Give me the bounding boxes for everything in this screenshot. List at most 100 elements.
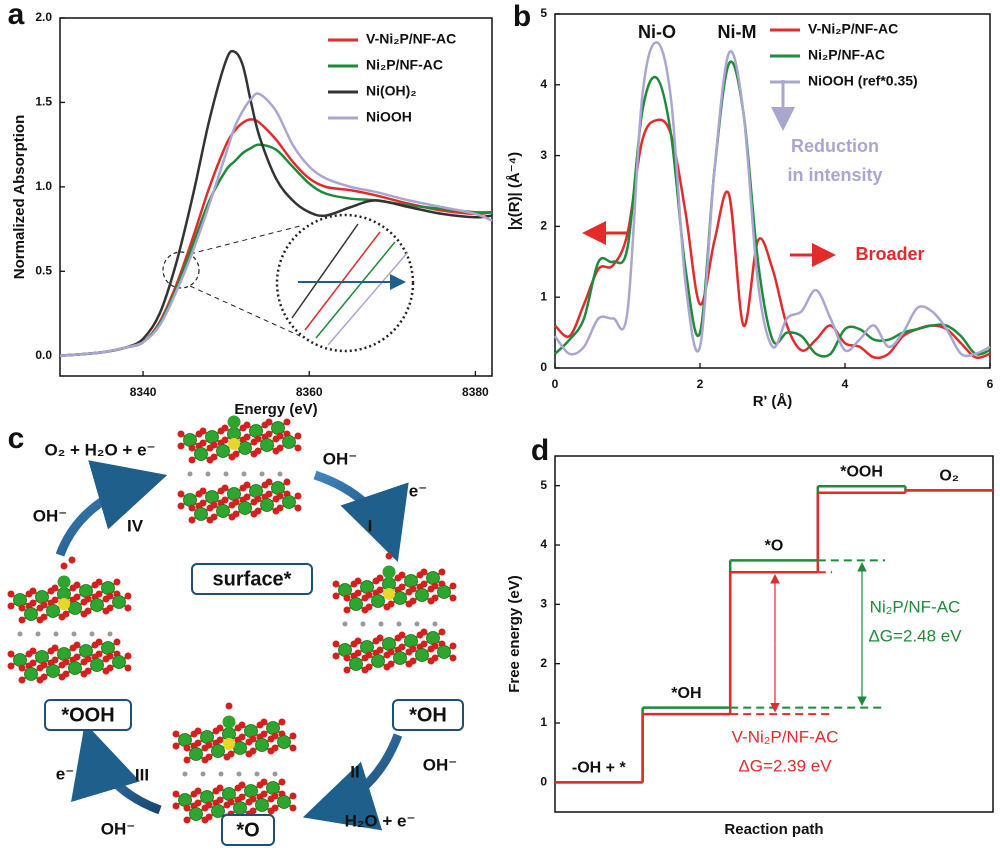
o-atom bbox=[289, 744, 297, 752]
o-atom bbox=[95, 650, 103, 658]
ni-atom bbox=[222, 787, 236, 801]
o-atom bbox=[216, 796, 224, 804]
ads-ni bbox=[382, 565, 396, 579]
h-atom bbox=[236, 771, 242, 777]
o-atom bbox=[431, 654, 439, 662]
o-atom bbox=[398, 571, 406, 579]
o-atom bbox=[249, 807, 257, 815]
ni-atom bbox=[189, 807, 203, 821]
o-atom bbox=[254, 507, 262, 515]
y-axis-label: Free energy (eV) bbox=[506, 575, 523, 693]
h-atom bbox=[259, 471, 265, 477]
h-atom bbox=[182, 771, 188, 777]
v-atom bbox=[228, 438, 240, 450]
panel-label: a bbox=[8, 0, 25, 31]
ni-atom bbox=[24, 607, 38, 621]
step-label: *OH bbox=[671, 685, 701, 702]
o-atom bbox=[183, 744, 191, 752]
o-atom bbox=[243, 421, 251, 429]
ni-atom bbox=[112, 655, 126, 669]
o-atom bbox=[420, 640, 428, 648]
ni-atom bbox=[46, 604, 60, 618]
ni-atom bbox=[404, 574, 418, 588]
y-tick-label: 0 bbox=[540, 775, 547, 789]
o-atom bbox=[29, 599, 37, 607]
ni-atom bbox=[244, 724, 258, 738]
o-atom bbox=[294, 504, 302, 512]
o-atom bbox=[216, 724, 224, 732]
o-atom bbox=[276, 504, 284, 512]
cycle-arrow bbox=[313, 470, 409, 563]
o-atom bbox=[199, 487, 207, 495]
ads-o bbox=[385, 552, 393, 560]
cycle-arrow bbox=[55, 460, 168, 557]
v-atom bbox=[383, 588, 395, 600]
series-line bbox=[59, 49, 493, 357]
o-atom bbox=[62, 658, 70, 666]
o-atom bbox=[205, 753, 213, 761]
o-atom bbox=[106, 652, 114, 660]
ads-o bbox=[60, 562, 68, 570]
o-atom bbox=[387, 648, 395, 656]
ni-atom bbox=[79, 644, 93, 658]
o-atom bbox=[221, 496, 229, 504]
reactant: OH⁻ bbox=[33, 506, 67, 525]
o-atom bbox=[243, 493, 251, 501]
o-atom bbox=[73, 641, 81, 649]
o-atom bbox=[205, 801, 213, 809]
o-atom bbox=[409, 585, 417, 593]
o-atom bbox=[343, 654, 351, 662]
o-atom bbox=[124, 664, 132, 672]
series-line bbox=[59, 118, 493, 357]
product: e⁻ bbox=[56, 764, 74, 783]
ni-atom bbox=[178, 733, 192, 747]
o-atom bbox=[376, 646, 384, 654]
o-atom bbox=[249, 795, 257, 803]
x-tick-label: 0 bbox=[552, 377, 559, 391]
step-number: IV bbox=[127, 516, 144, 535]
zoom-source bbox=[162, 251, 200, 289]
o-atom bbox=[18, 604, 26, 612]
o-atom bbox=[210, 453, 218, 461]
y-tick-label: 1.0 bbox=[35, 179, 52, 193]
reactant: OH⁻ bbox=[101, 819, 135, 838]
ni-atom bbox=[211, 744, 225, 758]
o-atom bbox=[40, 613, 48, 621]
product: H₂O + e⁻ bbox=[345, 811, 416, 830]
y-tick-label: 0.5 bbox=[35, 263, 52, 277]
o-atom bbox=[238, 721, 246, 729]
o-atom bbox=[438, 628, 446, 636]
ads-ni bbox=[227, 415, 241, 429]
o-atom bbox=[221, 484, 229, 492]
o-atom bbox=[188, 504, 196, 512]
o-atom bbox=[51, 656, 59, 664]
o-atom bbox=[172, 790, 180, 798]
o-atom bbox=[265, 430, 273, 438]
step-label: O₂ bbox=[939, 468, 959, 485]
ni-atom bbox=[112, 595, 126, 609]
series-annotation: Ni₂P/NF-AC bbox=[870, 597, 961, 616]
o-atom bbox=[387, 660, 395, 668]
y-axis-label: |χ(R)| (Å⁻⁴) bbox=[506, 152, 523, 230]
o-atom bbox=[227, 798, 235, 806]
zoom-line bbox=[189, 225, 301, 255]
ni-atom bbox=[238, 441, 252, 455]
o-atom bbox=[51, 644, 59, 652]
ni-atom bbox=[338, 583, 352, 597]
o-atom bbox=[249, 735, 257, 743]
y-tick-label: 1 bbox=[540, 289, 547, 303]
ni-atom bbox=[200, 730, 214, 744]
ads-ni bbox=[222, 715, 236, 729]
o-atom bbox=[177, 430, 185, 438]
y-tick-label: 2 bbox=[540, 656, 547, 670]
o-atom bbox=[376, 574, 384, 582]
o-atom bbox=[18, 664, 26, 672]
ni-atom bbox=[437, 645, 451, 659]
ni-atom bbox=[349, 657, 363, 671]
y-tick-label: 2.0 bbox=[35, 10, 52, 24]
o-atom bbox=[243, 433, 251, 441]
o-atom bbox=[18, 676, 26, 684]
step-label: *OOH bbox=[840, 463, 883, 480]
ni-atom bbox=[90, 658, 104, 672]
reactant: OH⁻ bbox=[323, 449, 357, 468]
